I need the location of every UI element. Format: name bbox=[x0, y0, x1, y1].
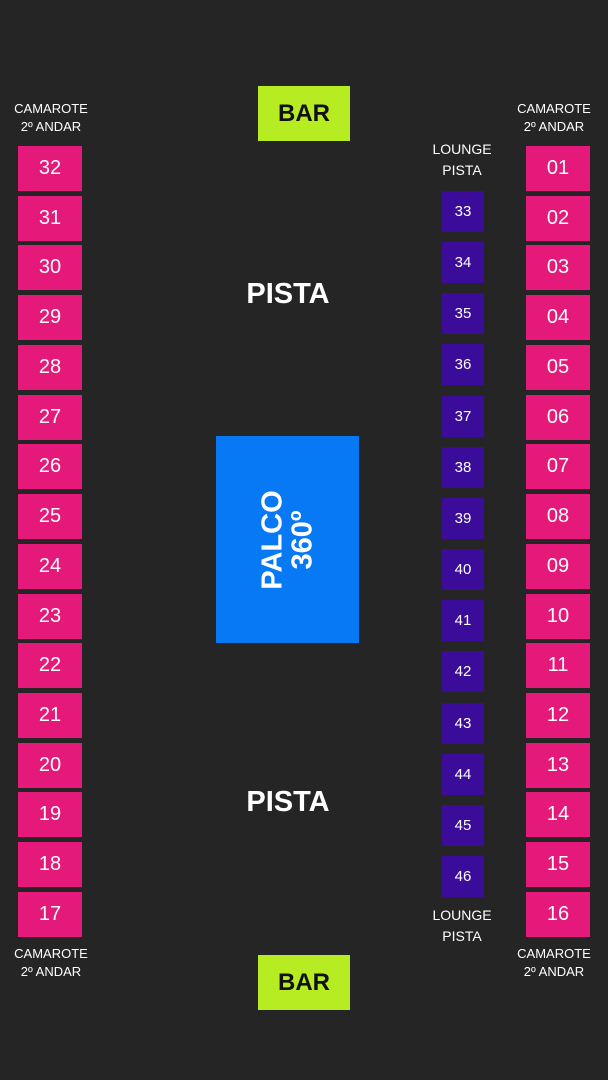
stage-label-line1: PALCO bbox=[256, 489, 289, 590]
lounge-label-line1: LOUNGE bbox=[432, 907, 492, 923]
lounge-box-34[interactable]: 34 bbox=[442, 242, 484, 284]
pista-label-bottom: PISTA bbox=[246, 786, 330, 818]
lounge-box-36[interactable]: 36 bbox=[442, 344, 484, 386]
camarote-box-12[interactable]: 12 bbox=[526, 693, 590, 739]
camarote-box-06[interactable]: 06 bbox=[526, 394, 590, 440]
camarote-label-line1: CAMAROTE bbox=[14, 101, 88, 116]
camarote-label-line1: CAMAROTE bbox=[14, 946, 88, 961]
stage-label-line2: 360º bbox=[286, 510, 319, 569]
lounge-box-37[interactable]: 37 bbox=[442, 395, 484, 437]
lounge-box-40[interactable]: 40 bbox=[442, 549, 484, 591]
lounge-box-39[interactable]: 39 bbox=[442, 497, 484, 539]
camarote-box-01[interactable]: 01 bbox=[526, 146, 590, 191]
camarote-box-16[interactable]: 16 bbox=[526, 891, 590, 937]
camarote-box-24[interactable]: 24 bbox=[18, 543, 82, 589]
camarote-box-31[interactable]: 31 bbox=[18, 195, 82, 241]
camarote-box-15[interactable]: 15 bbox=[526, 842, 590, 888]
lounge-box-43[interactable]: 43 bbox=[442, 702, 484, 744]
camarote-label-line2: 2º ANDAR bbox=[20, 964, 82, 979]
camarote-box-09[interactable]: 09 bbox=[526, 543, 590, 589]
camarote-box-04[interactable]: 04 bbox=[526, 295, 590, 341]
camarote-label-bottom-left: CAMAROTE 2º ANDAR bbox=[0, 945, 106, 981]
camarote-box-26[interactable]: 26 bbox=[18, 444, 82, 490]
lounge-label-line2: PISTA bbox=[442, 162, 482, 178]
lounge-box-46[interactable]: 46 bbox=[442, 855, 484, 897]
stage-palco[interactable]: PALCO 360º bbox=[216, 436, 359, 643]
camarote-label-line2: 2º ANDAR bbox=[523, 964, 585, 979]
camarote-box-13[interactable]: 13 bbox=[526, 742, 590, 788]
camarote-box-20[interactable]: 20 bbox=[18, 742, 82, 788]
lounge-box-35[interactable]: 35 bbox=[442, 293, 484, 335]
camarote-box-17[interactable]: 17 bbox=[18, 891, 82, 937]
camarote-box-29[interactable]: 29 bbox=[18, 295, 82, 341]
stage-label: PALCO 360º bbox=[256, 489, 319, 590]
camarote-label-top-right: CAMAROTE 2º ANDAR bbox=[499, 100, 608, 136]
lounge-label-line2: PISTA bbox=[442, 928, 482, 944]
bar-top[interactable]: BAR bbox=[258, 86, 350, 141]
camarote-box-11[interactable]: 11 bbox=[526, 643, 590, 689]
camarote-label-line1: CAMAROTE bbox=[517, 946, 591, 961]
camarote-box-23[interactable]: 23 bbox=[18, 593, 82, 639]
camarote-label-line2: 2º ANDAR bbox=[523, 119, 585, 134]
lounge-box-42[interactable]: 42 bbox=[442, 651, 484, 693]
camarote-box-19[interactable]: 19 bbox=[18, 792, 82, 838]
bar-bottom[interactable]: BAR bbox=[258, 955, 350, 1010]
camarote-box-05[interactable]: 05 bbox=[526, 344, 590, 390]
camarote-box-02[interactable]: 02 bbox=[526, 195, 590, 241]
lounge-box-38[interactable]: 38 bbox=[442, 446, 484, 488]
camarote-box-03[interactable]: 03 bbox=[526, 245, 590, 291]
lounge-box-44[interactable]: 44 bbox=[442, 753, 484, 795]
camarote-box-21[interactable]: 21 bbox=[18, 693, 82, 739]
lounge-box-33[interactable]: 33 bbox=[442, 191, 484, 232]
camarote-label-bottom-right: CAMAROTE 2º ANDAR bbox=[499, 945, 608, 981]
pista-label-top: PISTA bbox=[246, 278, 330, 310]
camarote-box-18[interactable]: 18 bbox=[18, 842, 82, 888]
camarote-box-08[interactable]: 08 bbox=[526, 494, 590, 540]
lounge-box-41[interactable]: 41 bbox=[442, 600, 484, 642]
lounge-label-line1: LOUNGE bbox=[432, 141, 492, 157]
camarote-label-line2: 2º ANDAR bbox=[20, 119, 82, 134]
camarote-label-line1: CAMAROTE bbox=[517, 101, 591, 116]
lounge-label-top: LOUNGE PISTA bbox=[407, 139, 517, 181]
camarote-box-30[interactable]: 30 bbox=[18, 245, 82, 291]
camarote-box-28[interactable]: 28 bbox=[18, 344, 82, 390]
camarote-box-27[interactable]: 27 bbox=[18, 394, 82, 440]
lounge-label-bottom: LOUNGE PISTA bbox=[407, 905, 517, 947]
camarote-box-10[interactable]: 10 bbox=[526, 593, 590, 639]
camarote-box-25[interactable]: 25 bbox=[18, 494, 82, 540]
camarote-box-07[interactable]: 07 bbox=[526, 444, 590, 490]
camarote-label-top-left: CAMAROTE 2º ANDAR bbox=[0, 100, 106, 136]
camarote-box-32[interactable]: 32 bbox=[18, 146, 82, 191]
camarote-box-22[interactable]: 22 bbox=[18, 643, 82, 689]
lounge-box-45[interactable]: 45 bbox=[442, 804, 484, 846]
camarote-box-14[interactable]: 14 bbox=[526, 792, 590, 838]
